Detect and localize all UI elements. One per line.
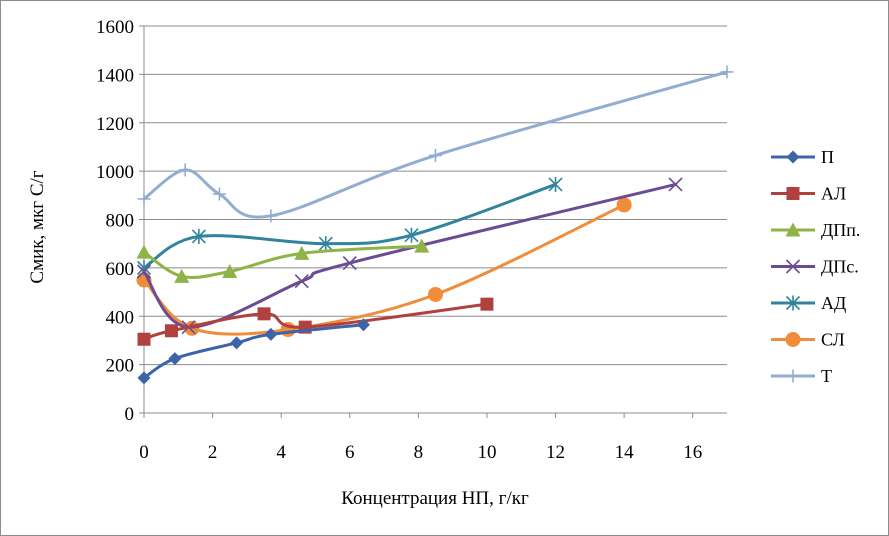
data-point-4-4	[342, 255, 357, 271]
y-tick-label-800: 800	[106, 211, 135, 232]
legend: П АЛ ДПп. ДПс. АД СЛ Т	[771, 147, 860, 386]
data-point-7-2	[178, 163, 192, 177]
legend-marker-3	[785, 222, 801, 237]
data-point-5-2	[191, 228, 206, 244]
legend-marker-7	[786, 369, 800, 383]
data-point-7-3	[212, 187, 226, 201]
x-tick-label-4: 4	[276, 442, 286, 463]
y-axis-title: Смик, мкг С/г	[27, 170, 48, 283]
y-tick-label-0: 0	[125, 404, 135, 425]
x-tick-label-10: 10	[477, 442, 496, 463]
series-line-7	[142, 70, 729, 219]
y-tick-label-1400: 1400	[96, 65, 134, 86]
legend-marker-4	[785, 259, 801, 274]
data-point-4-1	[136, 264, 152, 279]
data-point-3-5	[414, 238, 430, 253]
legend-label-1: П	[821, 147, 834, 167]
data-point-3-1	[136, 244, 152, 259]
legend-label-3: ДПп.	[821, 220, 860, 240]
legend-entry-1: П	[771, 147, 834, 167]
data-point-5-4	[404, 227, 419, 243]
y-tick-label-400: 400	[106, 307, 135, 328]
x-tick-label-12: 12	[546, 442, 565, 463]
legend-entry-3: ДПп.	[771, 220, 860, 240]
legend-label-5: АД	[821, 293, 846, 313]
series-line-3	[142, 244, 424, 279]
data-point-3-3	[222, 264, 238, 279]
data-point-6-5	[616, 197, 632, 213]
axis-layer: 0 200 400 600 800 1000 1200 1400 1600 0 2 4 6 8 10 12 14…	[96, 17, 727, 463]
y-tick-label-200: 200	[106, 356, 135, 377]
legend-label-6: СЛ	[821, 330, 845, 350]
series-line-4	[142, 182, 678, 329]
y-tick-label-600: 600	[106, 259, 135, 280]
data-point-1-5	[356, 318, 370, 332]
data-point-2-3	[257, 307, 271, 321]
series-1	[137, 318, 370, 385]
data-point-4-3	[294, 274, 309, 289]
legend-marker-5	[785, 295, 801, 311]
x-axis-title: Концентрация НП, г/кг	[341, 488, 529, 509]
data-point-7-6	[720, 65, 734, 79]
grid-layer	[144, 25, 727, 414]
data-point-3-4	[294, 245, 310, 260]
data-point-1-4	[264, 327, 278, 341]
x-tick-label-8: 8	[414, 442, 424, 463]
data-point-2-5	[480, 297, 494, 311]
data-point-5-3	[318, 236, 333, 252]
data-point-2-1	[137, 332, 151, 346]
data-point-7-5	[429, 148, 442, 162]
x-tick-label-2: 2	[208, 442, 218, 463]
legend-label-4: ДПс.	[821, 257, 859, 277]
data-point-7-1	[137, 192, 151, 206]
legend-entry-5: АД	[771, 293, 846, 313]
legend-entry-2: АЛ	[771, 184, 846, 204]
data-point-1-1	[137, 371, 151, 385]
y-tick-label-1200: 1200	[96, 114, 134, 135]
data-point-1-2	[168, 352, 182, 366]
data-point-7-4	[264, 209, 278, 223]
y-tick-label-1600: 1600	[96, 17, 134, 38]
series-4	[136, 177, 683, 335]
x-tick-label-6: 6	[345, 442, 355, 463]
y-tick-label-1000: 1000	[96, 162, 134, 183]
legend-entry-4: ДПс.	[771, 257, 859, 277]
data-point-2-2	[164, 324, 178, 338]
legend-label-7: Т	[821, 366, 832, 386]
legend-entry-7: Т	[771, 366, 832, 386]
data-point-5-5	[548, 176, 563, 192]
legend-entry-6: СЛ	[771, 330, 845, 350]
data-point-6-4	[428, 286, 443, 302]
x-tick-label-14: 14	[615, 442, 635, 463]
data-point-1-3	[230, 336, 244, 350]
legend-label-2: АЛ	[821, 184, 846, 204]
series-line-6	[142, 203, 626, 336]
series-line-5	[142, 182, 558, 270]
data-point-4-5	[668, 177, 683, 192]
series-3	[136, 238, 430, 283]
series-layer	[136, 65, 734, 385]
data-point-3-2	[174, 268, 190, 283]
x-tick-label-16: 16	[683, 442, 702, 463]
x-tick-label-0: 0	[139, 442, 149, 463]
legend-marker-2	[786, 187, 800, 200]
series-7	[137, 65, 734, 223]
legend-marker-1	[786, 150, 800, 164]
legend-marker-6	[785, 332, 801, 347]
series-5	[136, 176, 563, 276]
